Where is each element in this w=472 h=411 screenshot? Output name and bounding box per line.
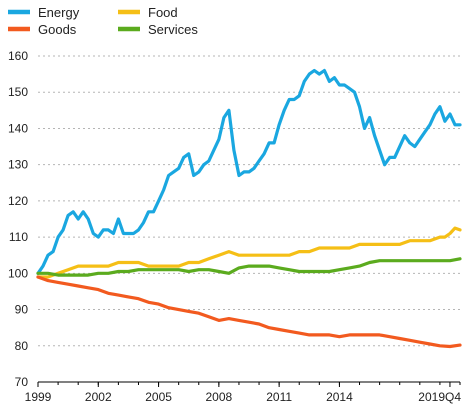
x-tick-label: 2005 [145, 390, 172, 404]
x-tick-label: 2002 [85, 390, 112, 404]
series-line-goods [36, 275, 462, 349]
y-tick-label: 100 [8, 266, 28, 280]
legend-label-energy: Energy [38, 5, 80, 20]
y-tick-label: 70 [15, 375, 29, 389]
y-tick-label: 150 [8, 85, 28, 99]
y-tick-label: 90 [15, 303, 29, 317]
x-tick-label: 2014 [326, 390, 353, 404]
y-tick-label: 130 [8, 158, 28, 172]
axes: 70 80 90 100 110 120 130 140 150 160 1999 2002 2005 2… [8, 49, 461, 404]
y-tick-label: 120 [8, 194, 28, 208]
legend-label-services: Services [148, 22, 198, 37]
series-line-food [36, 226, 462, 279]
x-tick-label: 2011 [266, 390, 292, 404]
x-tick-label: 1999 [25, 390, 52, 404]
legend-label-goods: Goods [38, 22, 77, 37]
series-line-energy [36, 68, 462, 275]
series-lines [36, 68, 462, 349]
series-line-services [36, 257, 462, 277]
y-tick-label: 140 [8, 121, 28, 135]
gridlines [38, 55, 460, 347]
legend: Energy Food Goods Services [8, 5, 198, 37]
x-tick-label: 2008 [206, 390, 233, 404]
y-tick-label: 160 [8, 49, 28, 63]
y-tick-label: 110 [9, 230, 28, 244]
legend-label-food: Food [148, 5, 178, 20]
x-tick-label: 2019Q4 [418, 390, 461, 404]
y-tick-label: 80 [15, 339, 29, 353]
